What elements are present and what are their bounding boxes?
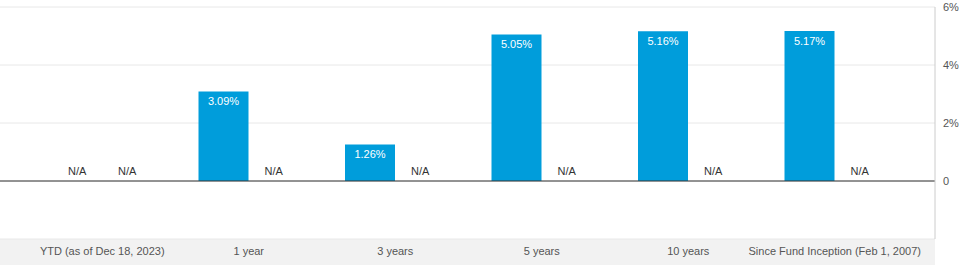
svg-text:Since Fund Inception (Feb 1, 2: Since Fund Inception (Feb 1, 2007) [749,245,921,257]
svg-text:3 years: 3 years [377,245,414,257]
svg-text:4%: 4% [943,59,959,71]
svg-text:6%: 6% [943,1,959,13]
svg-text:N/A: N/A [851,165,870,177]
svg-text:N/A: N/A [265,165,284,177]
svg-text:5.17%: 5.17% [794,35,825,47]
svg-text:N/A: N/A [411,165,430,177]
svg-text:N/A: N/A [118,165,137,177]
svg-text:0: 0 [943,175,949,187]
svg-text:3.09%: 3.09% [208,95,239,107]
svg-text:1 year: 1 year [233,245,264,257]
svg-text:2%: 2% [943,117,959,129]
svg-text:5 years: 5 years [524,245,561,257]
svg-text:N/A: N/A [704,165,723,177]
svg-text:10 years: 10 years [667,245,710,257]
svg-text:5.16%: 5.16% [647,35,678,47]
svg-text:N/A: N/A [558,165,577,177]
svg-text:5.05%: 5.05% [501,38,532,50]
svg-text:YTD (as of Dec 18, 2023): YTD (as of Dec 18, 2023) [40,245,165,257]
svg-text:1.26%: 1.26% [354,148,385,160]
svg-text:N/A: N/A [68,165,87,177]
